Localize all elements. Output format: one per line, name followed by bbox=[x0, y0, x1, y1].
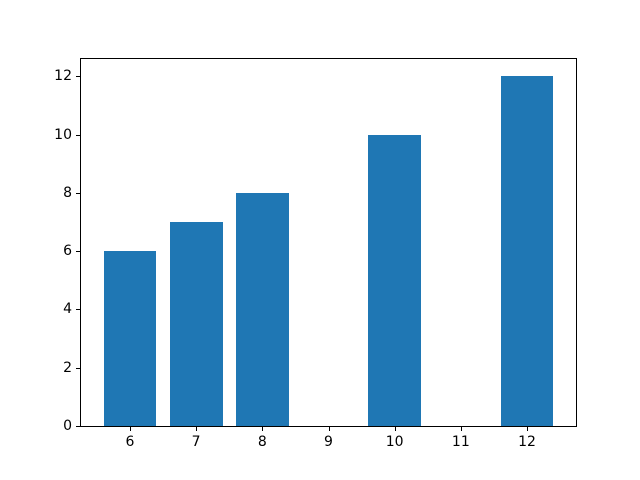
y-axis-tick bbox=[76, 76, 80, 78]
x-axis-tick bbox=[262, 427, 264, 431]
bar-x8 bbox=[235, 192, 289, 426]
y-axis-tick-label: 0 bbox=[63, 418, 72, 434]
y-axis-tick bbox=[76, 426, 80, 427]
x-axis-tick-label: 9 bbox=[324, 434, 333, 450]
x-axis-tick bbox=[328, 427, 330, 431]
y-axis-tick bbox=[76, 309, 80, 311]
x-axis-tick bbox=[129, 427, 131, 431]
bar-x10 bbox=[368, 134, 422, 426]
bar-x7 bbox=[169, 222, 223, 426]
y-axis-tick-label: 12 bbox=[54, 68, 72, 85]
y-axis-tick bbox=[76, 192, 80, 194]
x-axis-tick bbox=[527, 427, 529, 431]
y-axis-tick-label: 10 bbox=[54, 126, 72, 143]
y-axis-tick bbox=[76, 134, 80, 136]
x-axis-tick-label: 7 bbox=[191, 434, 201, 450]
x-axis-tick-label: 8 bbox=[257, 434, 267, 450]
bar-x6 bbox=[103, 251, 157, 426]
x-axis-tick bbox=[460, 427, 462, 431]
x-axis-tick-label: 11 bbox=[451, 434, 470, 450]
x-axis-tick-label: 12 bbox=[518, 434, 536, 450]
x-axis-tick bbox=[196, 427, 198, 431]
y-axis-tick bbox=[76, 251, 80, 253]
y-axis-tick-label: 8 bbox=[63, 184, 72, 201]
y-axis-tick-label: 6 bbox=[63, 243, 72, 260]
plot-area: 6 7 8 9 10 11 12 0 2 4 6 8 10 12 bbox=[54, 58, 577, 449]
y-axis-tick-label: 4 bbox=[63, 301, 72, 318]
x-axis-tick bbox=[394, 427, 396, 431]
y-axis-tick bbox=[76, 367, 80, 369]
x-axis-tick-label: 6 bbox=[125, 434, 135, 450]
bar-x12 bbox=[500, 76, 554, 426]
y-axis-tick-label: 2 bbox=[63, 359, 72, 376]
x-axis-tick-label: 10 bbox=[385, 434, 404, 450]
